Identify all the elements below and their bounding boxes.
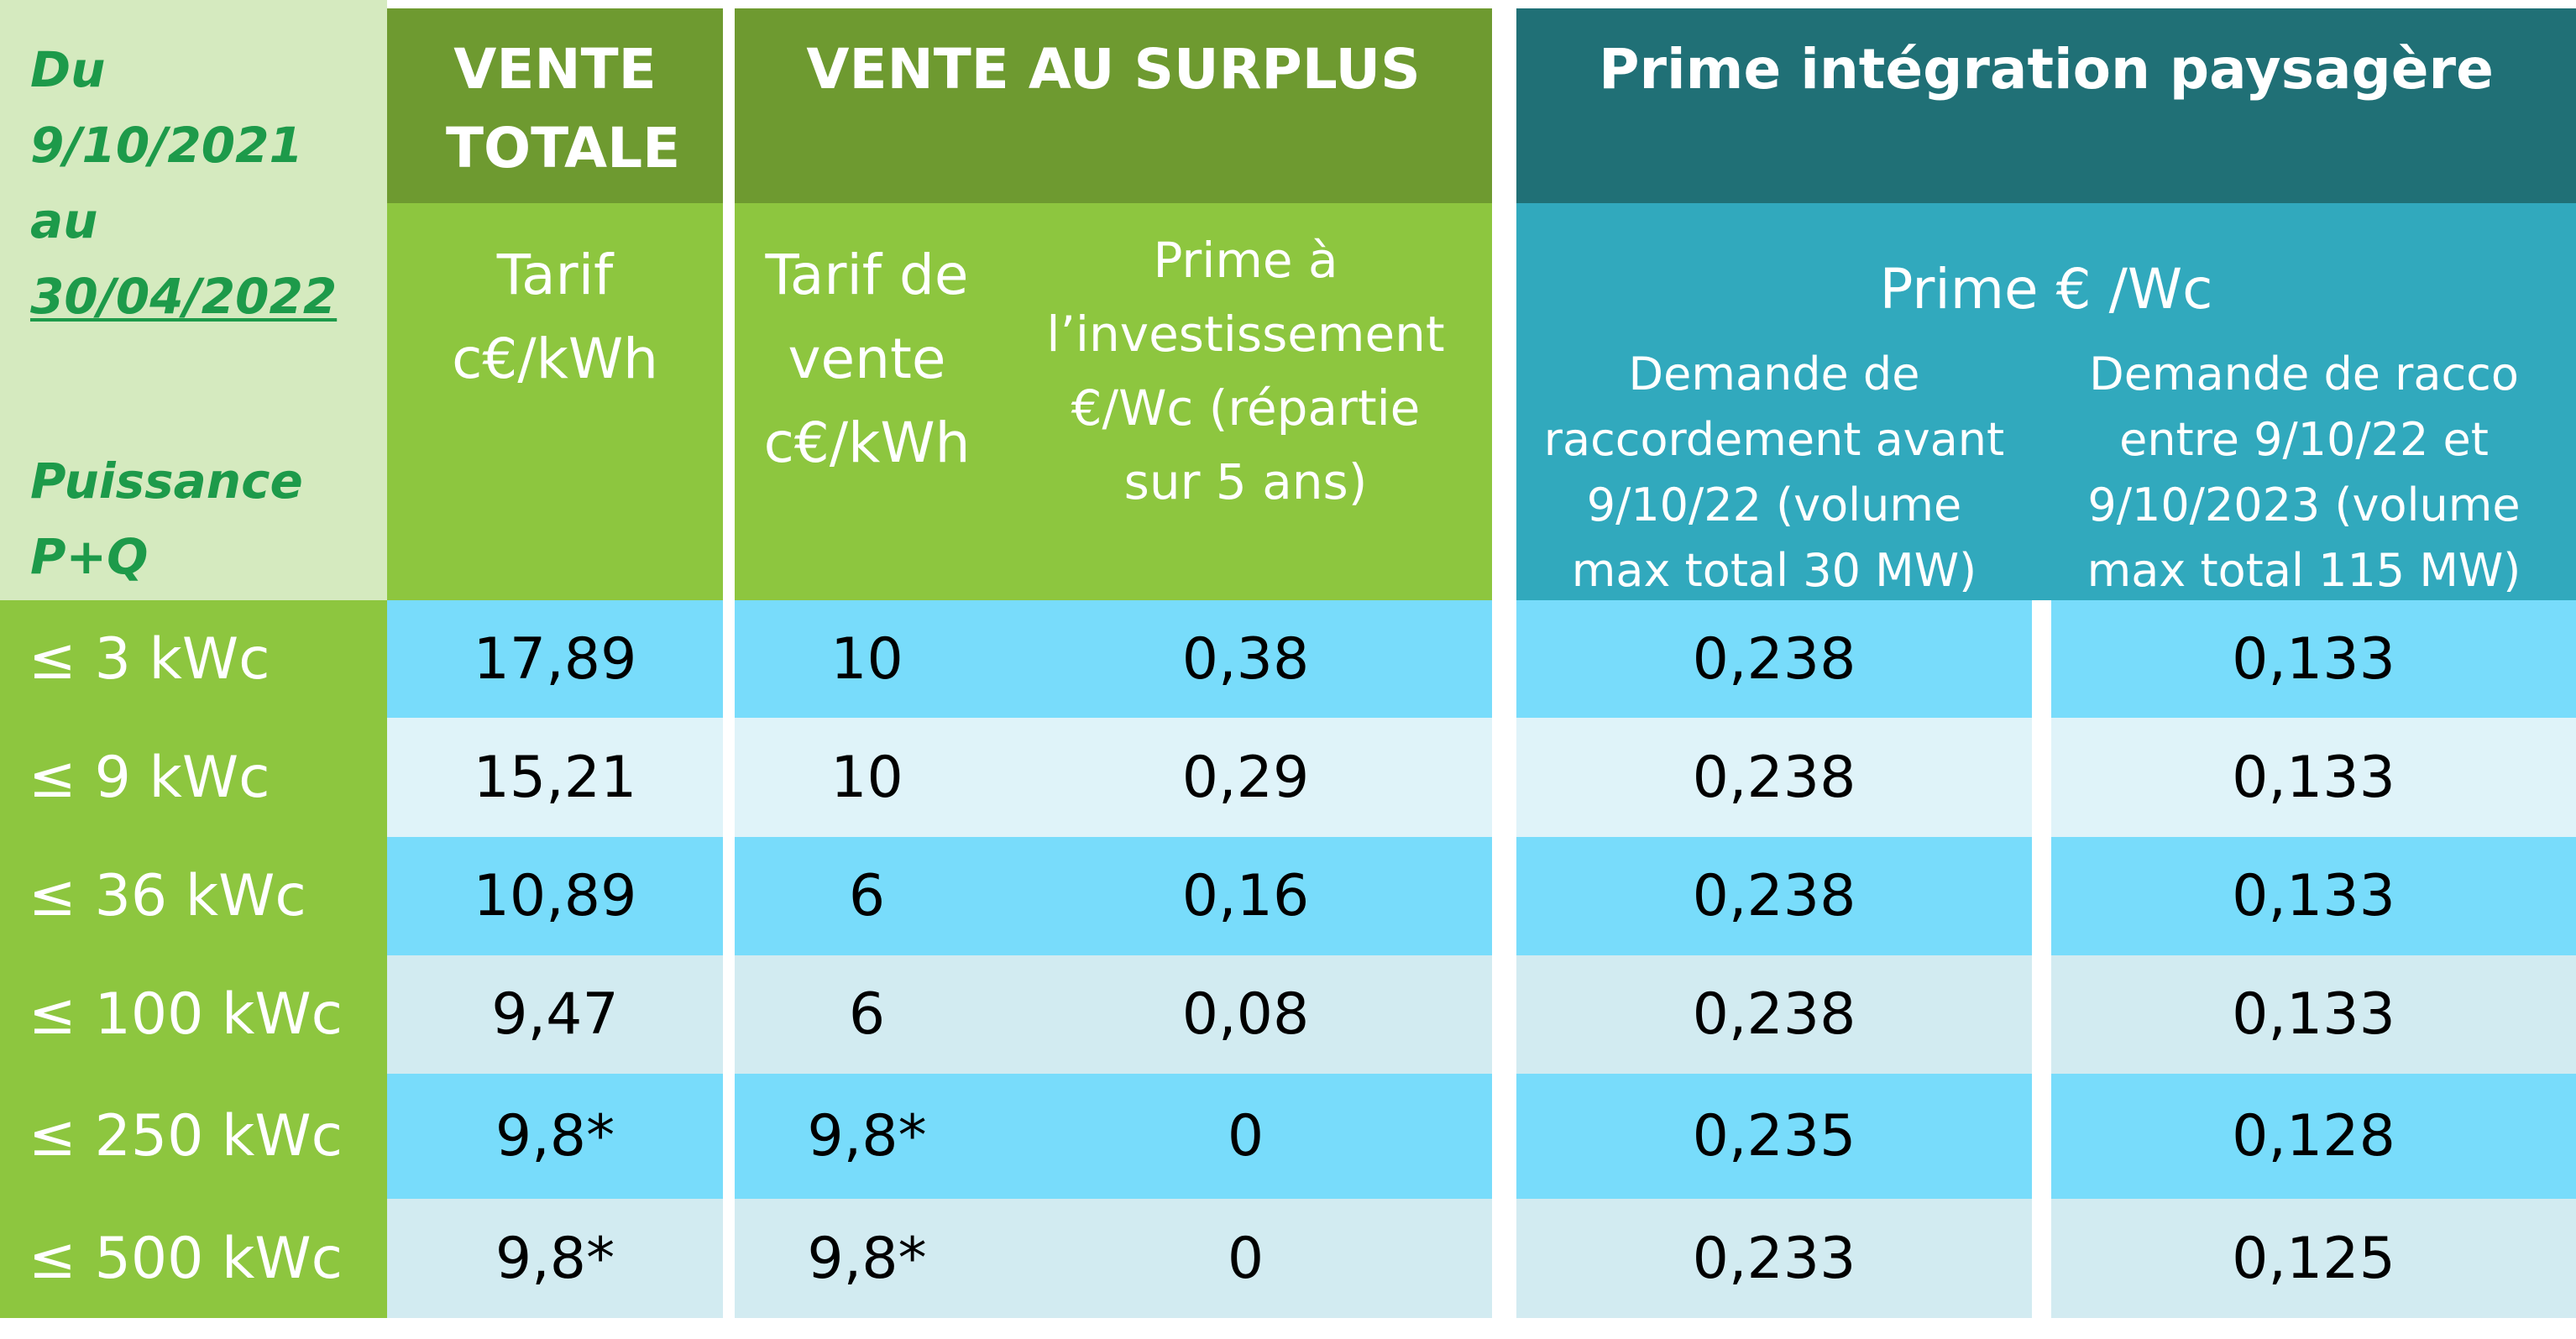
cell-tarif-vt: 9,8*	[387, 1199, 723, 1318]
cell-power: ≤ 36 kWc	[0, 837, 387, 955]
puissance-label: Puissance P+Q	[30, 452, 303, 585]
subheader-tarif-vt: Tarif c€/kWh	[387, 203, 723, 600]
cell-tarif-vente: 6	[735, 837, 999, 955]
cell-tarif-vt: 17,89	[387, 600, 723, 718]
demande-columns: Demande de raccordement avant 9/10/22 (v…	[1516, 342, 2576, 604]
period-line-2: 9/10/2021	[30, 117, 303, 174]
period-line-3: au	[30, 192, 98, 249]
cell-prime-entre: 0,133	[2051, 955, 2576, 1074]
header-prime-integration: Prime intégration paysagère	[1516, 8, 2576, 203]
cell-power: ≤ 100 kWc	[0, 955, 387, 1074]
cell-tarif-vente: 10	[735, 600, 999, 718]
cell-prime-entre: 0,133	[2051, 718, 2576, 837]
cell-tarif-vente: 10	[735, 718, 999, 837]
cell-tarif-vente: 9,8*	[735, 1074, 999, 1199]
period-line-1: Du	[30, 41, 106, 98]
cell-prime-entre: 0,125	[2051, 1199, 2576, 1318]
cell-tarif-vente: 6	[735, 955, 999, 1074]
cell-prime-avant: 0,235	[1516, 1074, 2032, 1199]
cell-prime-invest: 0,29	[999, 718, 1492, 837]
header-vente-totale: VENTE TOTALE	[387, 8, 723, 203]
header-vente-surplus: VENTE AU SURPLUS	[735, 8, 1492, 203]
cell-prime-invest: 0,16	[999, 837, 1492, 955]
cell-prime-entre: 0,133	[2051, 600, 2576, 718]
cell-prime-invest: 0	[999, 1074, 1492, 1199]
cell-tarif-vt: 9,47	[387, 955, 723, 1074]
cell-prime-entre: 0,133	[2051, 837, 2576, 955]
subheader-prime-wc: Prime € /Wc	[1879, 257, 2213, 322]
period-line-4: 30/04/2022	[30, 268, 338, 325]
cell-prime-invest: 0,08	[999, 955, 1492, 1074]
cell-tarif-vt: 15,21	[387, 718, 723, 837]
cell-power: ≤ 3 kWc	[0, 600, 387, 718]
cell-tarif-vt: 9,8*	[387, 1074, 723, 1199]
cell-prime-invest: 0,38	[999, 600, 1492, 718]
cell-prime-avant: 0,238	[1516, 718, 2032, 837]
subheader-tarif-vente: Tarif de vente c€/kWh	[735, 203, 999, 600]
cell-prime-avant: 0,238	[1516, 600, 2032, 718]
cell-prime-avant: 0,233	[1516, 1199, 2032, 1318]
cell-power: ≤ 250 kWc	[0, 1074, 387, 1199]
cell-prime-avant: 0,238	[1516, 955, 2032, 1074]
subheader-demande-avant: Demande de raccordement avant 9/10/22 (v…	[1543, 348, 2005, 597]
cell-prime-invest: 0	[999, 1199, 1492, 1318]
subheader-prime-group: Prime € /Wc Demande de raccordement avan…	[1516, 203, 2576, 600]
cell-prime-avant: 0,238	[1516, 837, 2032, 955]
subheader-prime-invest: Prime à l’investissement €/Wc (répartie …	[999, 203, 1492, 600]
cell-power: ≤ 9 kWc	[0, 718, 387, 837]
cell-tarif-vente: 9,8*	[735, 1199, 999, 1318]
subheader-demande-entre: Demande de racco entre 9/10/22 et 9/10/2…	[2086, 348, 2521, 597]
cell-tarif-vt: 10,89	[387, 837, 723, 955]
cell-prime-entre: 0,128	[2051, 1074, 2576, 1199]
cell-power: ≤ 500 kWc	[0, 1199, 387, 1318]
period-cell: Du 9/10/2021 au 30/04/2022 Puissance P+Q	[0, 0, 387, 600]
